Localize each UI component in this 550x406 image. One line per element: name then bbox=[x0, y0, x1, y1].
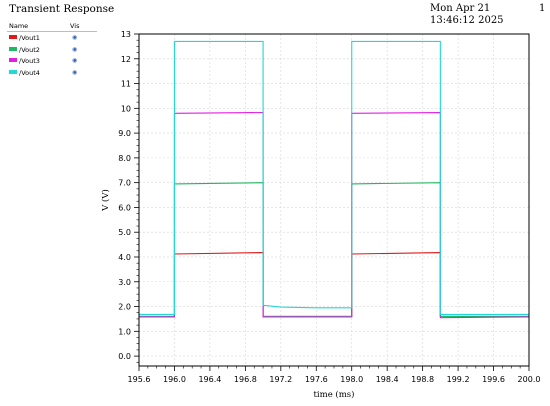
x-axis-label: time (ms) bbox=[314, 389, 355, 400]
series-vout3 bbox=[139, 111, 530, 319]
y-axis-label: V (V) bbox=[100, 189, 111, 212]
legend-swatch bbox=[9, 69, 17, 74]
legend-swatch bbox=[9, 46, 17, 51]
y-tick-label: 11 bbox=[121, 80, 131, 89]
series-lines bbox=[139, 40, 530, 319]
series-vout2 bbox=[139, 182, 529, 318]
legend-item-vout3[interactable]: /Vout3 ◉ bbox=[7, 55, 97, 67]
legend-label: /Vout3 bbox=[19, 57, 40, 65]
legend-header: Name Vis bbox=[7, 22, 97, 32]
x-tick-label: 200.0 bbox=[518, 375, 541, 384]
x-tick-label: 196.4 bbox=[198, 375, 221, 384]
legend-item-vout4[interactable]: /Vout4 ◉ bbox=[7, 67, 97, 79]
timestamp: Mon Apr 21 13:46:12 2025 bbox=[430, 3, 504, 26]
series-vout4 bbox=[139, 40, 529, 316]
eye-icon[interactable]: ◉ bbox=[72, 45, 78, 53]
x-tick-label: 198.8 bbox=[411, 375, 434, 384]
y-tick-label: 6.0 bbox=[118, 203, 131, 212]
x-tick-label: 199.2 bbox=[447, 375, 470, 384]
legend-swatch bbox=[9, 58, 17, 62]
axis-ticks: 195.6 196.0 196.4 196.8 197.2 197.6 198.0 198.4… bbox=[118, 30, 540, 384]
legend-item-vout1[interactable]: /Vout1 ◉ bbox=[7, 32, 97, 44]
legend-item-vout2[interactable]: /Vout2 ◉ bbox=[7, 44, 97, 56]
eye-icon[interactable]: ◉ bbox=[72, 57, 78, 64]
series-vout1 bbox=[139, 251, 529, 318]
x-tick-label: 196.0 bbox=[163, 375, 186, 384]
y-tick-label: 0.0 bbox=[118, 352, 131, 361]
legend: Name Vis /Vout1 ◉ /Vout2 ◉ /Vout3 ◉ /Vou… bbox=[7, 22, 97, 78]
y-tick-label: 8.0 bbox=[118, 154, 131, 163]
y-tick-label: 12 bbox=[121, 55, 131, 64]
y-tick-label: 3.0 bbox=[118, 278, 131, 287]
x-tick-label: 198.4 bbox=[376, 375, 399, 384]
chart-window-title: Transient Response bbox=[9, 3, 115, 15]
legend-label: /Vout4 bbox=[19, 68, 40, 77]
legend-swatch bbox=[9, 35, 17, 39]
x-tick-label: 197.2 bbox=[269, 375, 292, 384]
y-tick-label: 4.0 bbox=[118, 253, 131, 262]
legend-vis-header: Vis bbox=[70, 22, 80, 30]
y-tick-label: 1.0 bbox=[118, 327, 131, 336]
legend-label: /Vout1 bbox=[19, 34, 40, 42]
y-tick-label: 5.0 bbox=[118, 228, 131, 237]
x-tick-label: 197.6 bbox=[305, 375, 328, 384]
legend-label: /Vout2 bbox=[19, 45, 40, 54]
y-tick-label: 7.0 bbox=[118, 179, 131, 188]
y-tick-label: 10 bbox=[121, 104, 131, 113]
x-tick-label: 196.8 bbox=[234, 375, 257, 384]
y-tick-label: 13 bbox=[121, 30, 131, 39]
eye-icon[interactable]: ◉ bbox=[72, 68, 78, 76]
page-number: 1 bbox=[539, 3, 546, 14]
legend-name-header: Name bbox=[9, 22, 29, 30]
x-tick-label: 199.6 bbox=[482, 375, 505, 384]
x-tick-label: 198.0 bbox=[340, 375, 363, 384]
x-tick-label: 195.6 bbox=[128, 375, 151, 384]
eye-icon[interactable]: ◉ bbox=[72, 34, 78, 41]
y-tick-label: 2.0 bbox=[118, 303, 131, 312]
y-tick-label: 9.0 bbox=[118, 129, 131, 138]
